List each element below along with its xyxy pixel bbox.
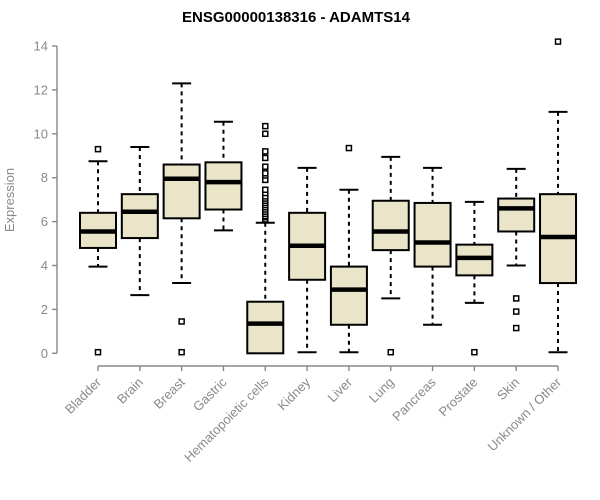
- boxes-layer: [79, 38, 578, 356]
- outlier-point: [178, 318, 185, 325]
- iqr-box: [204, 161, 243, 211]
- box-liver: [329, 144, 368, 354]
- y-tick-label-6: 6: [41, 214, 48, 229]
- box-skin: [497, 167, 536, 332]
- outlier-point: [387, 348, 394, 356]
- iqr-box: [120, 193, 159, 240]
- outlier-point: [262, 170, 269, 177]
- outlier-point: [554, 38, 562, 45]
- y-tick-label-10: 10: [34, 126, 48, 141]
- outlier-point: [94, 348, 102, 356]
- y-tick-label-4: 4: [41, 258, 48, 273]
- outlier-point: [471, 348, 478, 356]
- box-kidney: [288, 166, 327, 354]
- x-tick-label-lung: Lung: [366, 375, 397, 406]
- y-tick-label-8: 8: [41, 170, 48, 185]
- y-axis-label: Expression: [2, 168, 17, 232]
- chart-title: ENSG00000138316 - ADAMTS14: [182, 9, 411, 26]
- iqr-box: [246, 300, 285, 355]
- x-tick-label-unknown-other: Unknown / Other: [485, 374, 565, 454]
- x-tick-label-gastric: Gastric: [190, 374, 230, 414]
- outlier-point: [262, 148, 269, 155]
- box-bladder: [79, 145, 117, 356]
- iqr-box: [329, 265, 368, 326]
- iqr-box: [497, 197, 536, 233]
- x-tick-label-prostate: Prostate: [436, 375, 481, 420]
- outlier-point: [262, 186, 269, 194]
- box-gastric: [204, 120, 243, 232]
- outlier-point: [262, 130, 269, 138]
- y-tick-label-14: 14: [34, 39, 48, 54]
- x-tick-label-kidney: Kidney: [275, 374, 314, 413]
- iqr-box: [413, 201, 452, 268]
- outlier-point: [512, 324, 520, 332]
- outlier-point: [178, 348, 185, 356]
- outlier-point: [345, 144, 353, 152]
- outlier-point: [512, 295, 520, 302]
- box-brain: [120, 145, 159, 297]
- outlier-point: [262, 154, 269, 162]
- x-tick-label-pancreas: Pancreas: [389, 374, 439, 424]
- box-breast: [162, 82, 201, 356]
- y-tick-label-12: 12: [34, 82, 48, 97]
- outlier-point: [262, 163, 269, 170]
- box-prostate: [455, 200, 494, 356]
- y-tick-label-0: 0: [41, 346, 48, 361]
- box-lung: [371, 155, 410, 356]
- x-tick-label-liver: Liver: [325, 374, 356, 405]
- outlier-point: [94, 145, 102, 153]
- x-tick-label-breast: Breast: [151, 374, 188, 411]
- x-tick-label-bladder: Bladder: [62, 374, 105, 417]
- iqr-box: [371, 199, 410, 252]
- box-hematopoietic-cells: [246, 122, 285, 355]
- x-tick-label-skin: Skin: [494, 375, 522, 403]
- outlier-point: [512, 308, 520, 315]
- box-pancreas: [413, 166, 452, 326]
- outlier-point: [262, 122, 269, 130]
- y-tick-label-2: 2: [41, 302, 48, 317]
- box-unknown-other: [539, 38, 578, 354]
- iqr-box: [162, 163, 201, 220]
- x-tick-label-brain: Brain: [114, 375, 146, 407]
